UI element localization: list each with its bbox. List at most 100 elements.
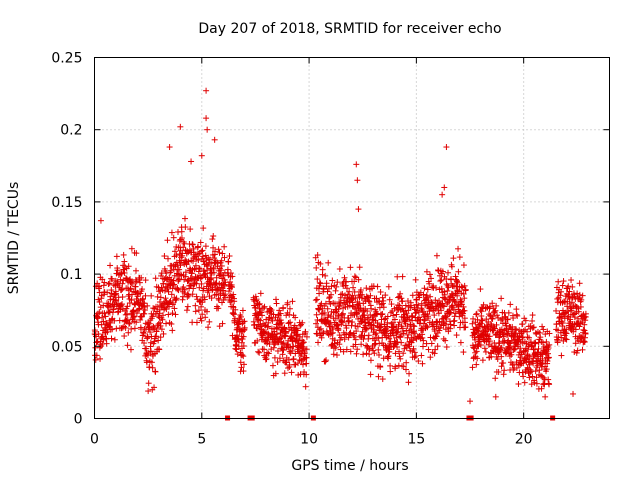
data-point: [387, 362, 394, 369]
data-point: [162, 304, 169, 311]
data-point: [354, 177, 361, 184]
data-point: [369, 313, 376, 320]
data-point: [198, 255, 205, 262]
data-point: [152, 275, 159, 282]
data-point: [210, 244, 217, 251]
data-point: [286, 305, 293, 312]
data-point: [335, 325, 342, 332]
data-point: [149, 364, 156, 371]
data-point: [168, 320, 175, 327]
data-point: [328, 291, 335, 298]
data-point: [268, 346, 275, 353]
data-point: [353, 161, 360, 168]
data-point: [158, 326, 165, 333]
data-point: [294, 327, 301, 334]
data-point: [193, 293, 200, 300]
data-point: [303, 354, 310, 361]
data-point: [196, 266, 203, 273]
data-point: [406, 370, 413, 377]
data-point: [339, 290, 346, 297]
data-point: [112, 291, 119, 298]
data-point: [143, 345, 150, 352]
data-point: [546, 381, 553, 388]
data-point: [166, 144, 173, 151]
data-point: [189, 241, 196, 248]
data-point: [163, 320, 170, 327]
data-point: [119, 286, 126, 293]
data-point: [379, 310, 386, 317]
data-point: [119, 294, 126, 301]
data-point: [316, 326, 323, 333]
data-point: [261, 303, 268, 310]
data-point: [408, 302, 415, 309]
data-point: [202, 314, 209, 321]
data-point: [298, 350, 305, 357]
data-point: [217, 270, 224, 277]
data-point: [202, 243, 209, 250]
data-point: [347, 329, 354, 336]
data-point: [385, 283, 392, 290]
data-point: [130, 307, 137, 314]
data-point: [343, 278, 350, 285]
data-point: [105, 308, 112, 315]
data-point: [122, 311, 129, 318]
data-point: [479, 357, 486, 364]
data-point: [302, 328, 309, 335]
data-point: [289, 347, 296, 354]
data-point: [268, 306, 275, 313]
data-point: [124, 342, 131, 349]
data-point: [367, 371, 374, 378]
data-point: [341, 274, 348, 281]
data-point: [367, 357, 374, 364]
data-point: [569, 283, 576, 290]
data-point: [212, 248, 219, 255]
data-point: [278, 334, 285, 341]
data-point: [262, 356, 269, 363]
data-point: [240, 333, 247, 340]
data-point: [240, 368, 247, 375]
data-point: [352, 322, 359, 329]
data-point: [390, 312, 397, 319]
data-point: [294, 360, 301, 367]
data-point: [204, 267, 211, 274]
data-point: [367, 292, 374, 299]
data-point: [206, 318, 213, 325]
data-point: [155, 337, 162, 344]
data-point: [112, 290, 119, 297]
data-point: [330, 326, 337, 333]
data-point: [215, 246, 222, 253]
data-point: [297, 322, 304, 329]
data-point: [232, 306, 239, 313]
data-point: [351, 333, 358, 340]
data-point: [352, 336, 359, 343]
data-point: [230, 291, 237, 298]
data-point: [393, 334, 400, 341]
data-point: [395, 321, 402, 328]
data-point: [296, 333, 303, 340]
data-point: [132, 267, 139, 274]
data-point: [218, 262, 225, 269]
data-point: [107, 319, 114, 326]
data-point: [135, 301, 142, 308]
data-point: [170, 300, 177, 307]
x-tick-label: 10: [300, 432, 318, 448]
data-point: [384, 319, 391, 326]
data-point: [99, 276, 106, 283]
data-point: [355, 276, 362, 283]
data-point: [281, 325, 288, 332]
data-point: [351, 273, 358, 280]
data-point: [188, 282, 195, 289]
data-point: [290, 355, 297, 362]
data-point: [558, 352, 565, 359]
data-point: [98, 295, 105, 302]
data-point: [104, 289, 111, 296]
data-point: [284, 299, 291, 306]
data-point: [106, 280, 113, 287]
data-point: [181, 240, 188, 247]
data-point: [120, 251, 127, 258]
data-point: [119, 280, 126, 287]
data-point: [441, 184, 448, 191]
data-point: [111, 336, 118, 343]
data-point: [190, 285, 197, 292]
data-point: [128, 325, 135, 332]
